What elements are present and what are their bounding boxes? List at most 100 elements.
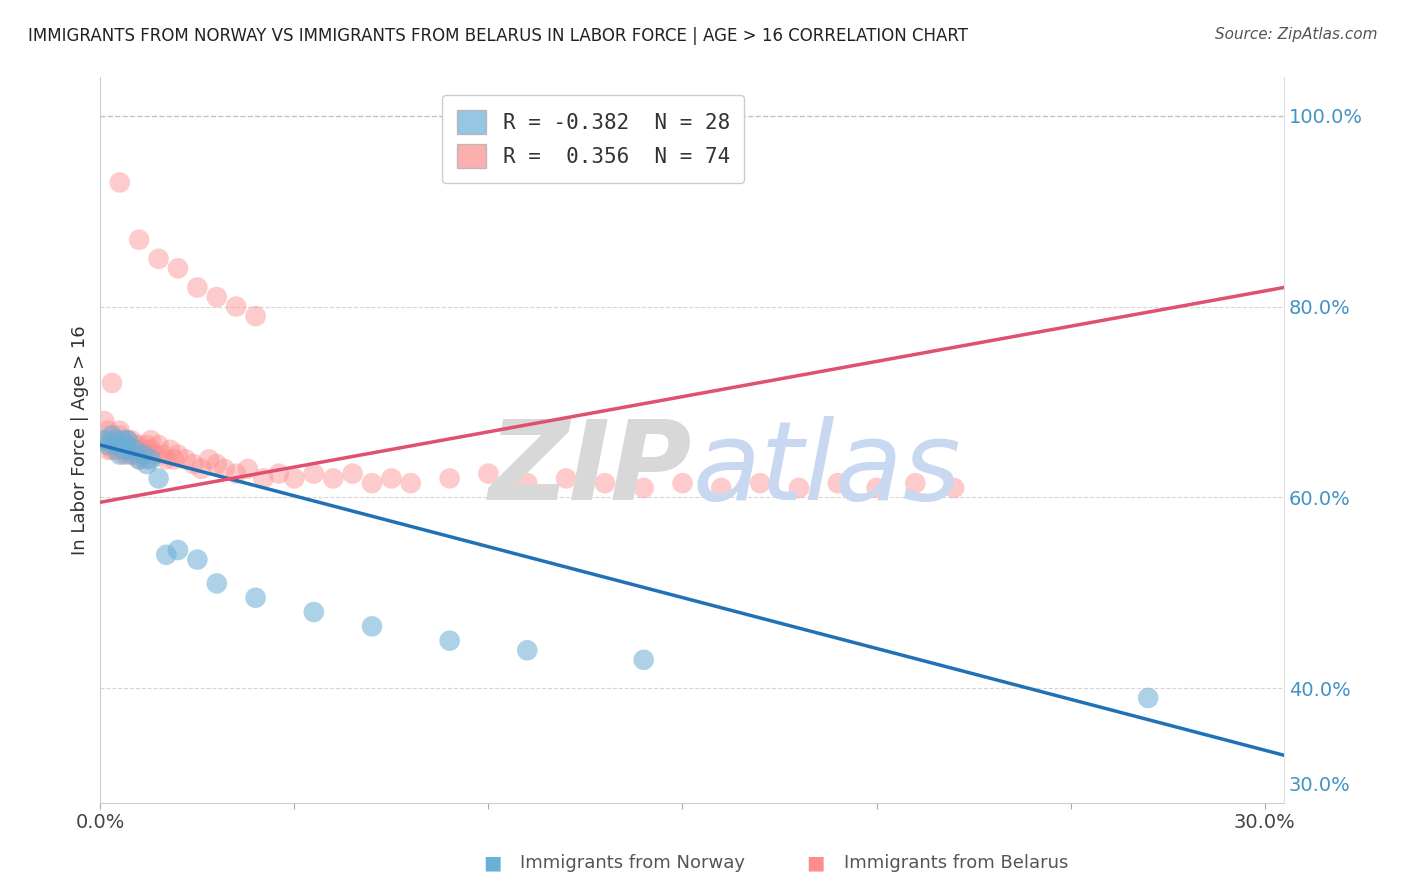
Point bbox=[104, 434, 127, 448]
Point bbox=[139, 434, 162, 448]
Point bbox=[139, 442, 162, 457]
Point bbox=[112, 448, 135, 462]
Point bbox=[97, 424, 120, 438]
Point bbox=[342, 467, 364, 481]
Point bbox=[112, 438, 135, 452]
Point bbox=[132, 442, 155, 457]
Point bbox=[132, 448, 155, 462]
Point bbox=[225, 300, 247, 314]
Point bbox=[163, 452, 186, 467]
Point bbox=[1137, 690, 1160, 705]
Point bbox=[322, 471, 344, 485]
Point bbox=[148, 471, 170, 485]
Y-axis label: In Labor Force | Age > 16: In Labor Force | Age > 16 bbox=[72, 326, 89, 555]
Point bbox=[710, 481, 733, 495]
Point bbox=[148, 252, 170, 266]
Point bbox=[633, 481, 655, 495]
Point bbox=[205, 290, 228, 304]
Point bbox=[214, 462, 236, 476]
Point bbox=[117, 448, 139, 462]
Point bbox=[361, 476, 384, 491]
Point bbox=[671, 476, 693, 491]
Point bbox=[128, 452, 150, 467]
Point bbox=[112, 442, 135, 457]
Point bbox=[108, 448, 131, 462]
Text: Source: ZipAtlas.com: Source: ZipAtlas.com bbox=[1215, 27, 1378, 42]
Point bbox=[128, 452, 150, 467]
Point bbox=[174, 452, 197, 467]
Point bbox=[225, 467, 247, 481]
Point bbox=[516, 643, 538, 657]
Point bbox=[361, 619, 384, 633]
Point bbox=[135, 452, 157, 467]
Point bbox=[108, 424, 131, 438]
Point bbox=[904, 476, 927, 491]
Point bbox=[112, 434, 135, 448]
Point bbox=[205, 576, 228, 591]
Point bbox=[117, 434, 139, 448]
Point bbox=[477, 467, 499, 481]
Point bbox=[101, 442, 124, 457]
Text: ■: ■ bbox=[482, 854, 502, 872]
Point bbox=[124, 438, 146, 452]
Point bbox=[252, 471, 274, 485]
Point bbox=[186, 280, 208, 294]
Point bbox=[245, 591, 267, 605]
Point bbox=[104, 442, 127, 457]
Point bbox=[132, 448, 155, 462]
Point bbox=[93, 414, 115, 428]
Point bbox=[555, 471, 578, 485]
Point bbox=[124, 442, 146, 457]
Point bbox=[167, 261, 190, 276]
Point bbox=[283, 471, 305, 485]
Point bbox=[104, 434, 127, 448]
Text: atlas: atlas bbox=[692, 416, 960, 523]
Point bbox=[101, 428, 124, 442]
Point bbox=[124, 448, 146, 462]
Point bbox=[148, 438, 170, 452]
Point bbox=[101, 434, 124, 448]
Point bbox=[190, 462, 212, 476]
Point bbox=[186, 552, 208, 566]
Point bbox=[108, 438, 131, 452]
Point bbox=[155, 452, 177, 467]
Point bbox=[117, 438, 139, 452]
Point bbox=[183, 457, 205, 471]
Point bbox=[128, 233, 150, 247]
Point bbox=[93, 434, 115, 448]
Point bbox=[943, 481, 966, 495]
Point bbox=[120, 434, 142, 448]
Point bbox=[633, 653, 655, 667]
Point bbox=[155, 548, 177, 562]
Point bbox=[516, 476, 538, 491]
Point bbox=[104, 438, 127, 452]
Point bbox=[205, 457, 228, 471]
Point bbox=[302, 467, 325, 481]
Point bbox=[135, 438, 157, 452]
Text: ■: ■ bbox=[806, 854, 825, 872]
Point bbox=[245, 309, 267, 323]
Point bbox=[120, 448, 142, 462]
Point bbox=[302, 605, 325, 619]
Point bbox=[198, 452, 221, 467]
Point bbox=[865, 481, 887, 495]
Point bbox=[128, 438, 150, 452]
Point bbox=[97, 438, 120, 452]
Point bbox=[135, 457, 157, 471]
Text: ZIP: ZIP bbox=[489, 416, 692, 523]
Point bbox=[749, 476, 772, 491]
Point bbox=[167, 543, 190, 558]
Point bbox=[236, 462, 259, 476]
Point bbox=[108, 428, 131, 442]
Point bbox=[827, 476, 849, 491]
Point bbox=[159, 442, 181, 457]
Point bbox=[167, 448, 190, 462]
Point bbox=[143, 448, 166, 462]
Text: Immigrants from Belarus: Immigrants from Belarus bbox=[844, 855, 1069, 872]
Text: Immigrants from Norway: Immigrants from Norway bbox=[520, 855, 745, 872]
Point bbox=[117, 434, 139, 448]
Point bbox=[439, 471, 461, 485]
Point bbox=[787, 481, 810, 495]
Point bbox=[399, 476, 422, 491]
Point bbox=[439, 633, 461, 648]
